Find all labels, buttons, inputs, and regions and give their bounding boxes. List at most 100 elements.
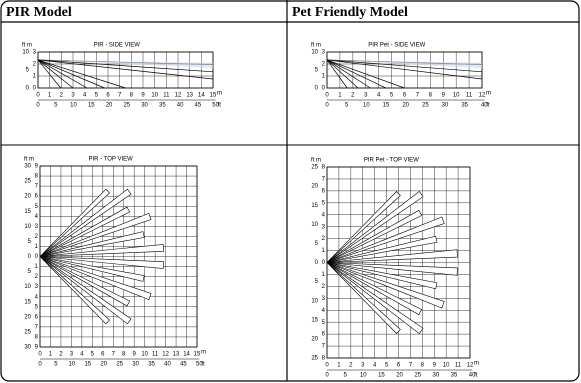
y-tick-m: 8 [35,335,39,341]
beam [326,59,483,73]
beam [39,256,131,307]
y-tick-ft: 25 [24,179,31,185]
y-tick-ft: 25 [311,356,318,362]
x-tick-ft: 25 [116,362,123,368]
x-tick-m: 5 [95,93,99,99]
x-tick-m: 4 [83,93,87,99]
y-tick-ft: 10 [311,222,318,228]
x-tick-m: 1 [49,352,53,358]
y-tick-m: 6 [322,188,326,194]
x-unit-m: m [486,91,491,97]
x-unit-m: m [201,350,206,356]
x-tick-ft: 0 [325,103,329,109]
x-tick-ft: 30 [141,103,148,109]
y-tick-m: 5 [322,200,326,206]
y-tick-ft: 20 [24,194,31,200]
x-tick-ft: 30 [433,373,440,379]
axis-units: ft m [311,158,321,164]
x-tick-m: 12 [175,93,182,99]
y-tick-m: 2 [322,284,326,290]
beam [326,59,371,89]
y-tick-m: 3 [35,284,39,290]
x-tick-ft: 5 [54,362,58,368]
x-tick-ft: 15 [88,103,95,109]
x-tick-ft: 35 [451,373,458,379]
y-tick-m: 4 [35,294,39,300]
beam [37,59,74,89]
x-tick-m: 15 [210,93,217,99]
y-tick-ft: 0 [28,254,32,260]
y-tick-m: 5 [322,320,326,326]
x-tick-m: 1 [337,363,341,369]
x-tick-m: 5 [390,93,394,99]
beam [326,191,401,263]
panel-title: PIR - SIDE VIEW [94,43,141,49]
x-tick-ft: 20 [396,373,403,379]
x-tick-ft: 35 [148,362,155,368]
x-tick-m: 11 [466,93,473,99]
x-tick-ft: 40 [481,103,488,109]
x-tick-m: 6 [106,93,110,99]
y-tick-ft: 10 [24,224,31,230]
y-tick-m: 1 [35,244,39,250]
beam [326,59,405,89]
y-tick-m: 1 [33,74,37,80]
y-tick-ft: 20 [24,314,31,320]
x-tick-ft: 20 [100,362,107,368]
x-tick-ft: 35 [159,103,166,109]
y-tick-ft: 10 [311,298,318,304]
x-tick-ft: 50 [212,103,219,109]
x-tick-m: 3 [71,93,75,99]
beam [326,235,438,263]
x-tick-m: 2 [351,93,355,99]
x-unit-ft: ft [201,362,205,368]
x-tick-m: 8 [122,352,126,358]
x-tick-m: 4 [377,93,381,99]
y-tick-m: 0 [35,254,39,260]
y-tick-ft: 15 [311,317,318,323]
y-tick-m: 3 [322,224,326,230]
x-tick-m: 0 [325,363,329,369]
y-tick-ft: 5 [26,68,30,74]
header-left: PIR Model [6,5,72,20]
y-tick-ft: 15 [311,203,318,209]
x-tick-ft: 20 [106,103,113,109]
x-tick-ft: 10 [69,362,76,368]
x-tick-m: 10 [453,93,460,99]
y-tick-ft: 20 [311,184,318,190]
y-tick-ft: 5 [315,279,319,285]
beam [39,244,164,257]
beam [39,206,131,257]
y-tick-m: 4 [35,214,39,220]
x-tick-m: 7 [409,363,413,369]
x-tick-m: 6 [403,93,407,99]
beam [326,262,424,334]
y-tick-m: 3 [33,50,37,56]
y-tick-m: 9 [35,164,39,170]
x-tick-m: 10 [443,363,450,369]
axis-units: ft m [24,157,34,163]
y-tick-m: 6 [322,332,326,338]
x-tick-ft: 0 [325,373,329,379]
beam [39,188,132,257]
y-tick-m: 1 [35,264,39,270]
x-tick-m: 12 [479,93,486,99]
axis-units: ft m [22,43,32,49]
beam [37,59,214,80]
x-tick-m: 14 [198,93,205,99]
x-tick-m: 1 [48,93,52,99]
x-tick-m: 10 [151,93,158,99]
header-right: Pet Friendly Model [292,5,408,20]
y-tick-m: 6 [35,194,39,200]
x-tick-m: 5 [385,363,389,369]
beam [326,262,401,334]
x-tick-ft: 10 [70,103,77,109]
x-tick-m: 12 [162,352,169,358]
y-tick-ft: 15 [24,209,31,215]
beam [326,262,438,290]
y-tick-m: 1 [322,248,326,254]
y-tick-m: 9 [35,345,39,351]
beam [39,256,164,269]
x-tick-m: 9 [133,352,137,358]
x-tick-m: 7 [416,93,420,99]
